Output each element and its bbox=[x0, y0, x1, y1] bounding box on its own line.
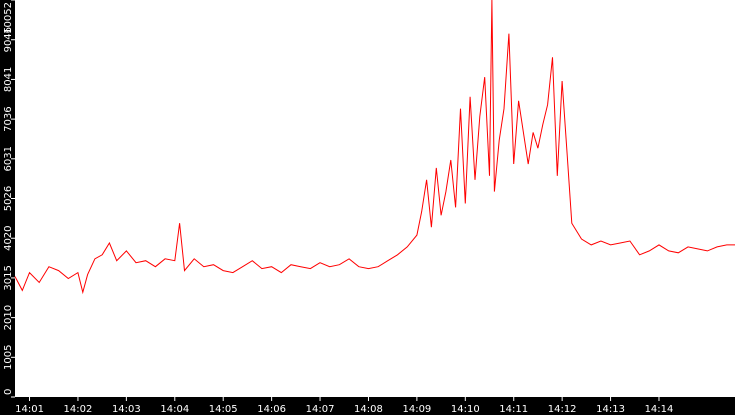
x-tick-label: 14:12 bbox=[548, 404, 577, 415]
x-tick-label: 14:13 bbox=[596, 404, 625, 415]
y-tick-label: 9046 bbox=[3, 27, 14, 52]
y-tick-label: 0 bbox=[3, 389, 14, 395]
x-tick-label: 14:05 bbox=[209, 404, 238, 415]
x-tick-label: 14:09 bbox=[402, 404, 431, 415]
y-tick-label: 2010 bbox=[3, 305, 14, 330]
x-tick-label: 14:02 bbox=[64, 404, 93, 415]
x-tick-label: 14:06 bbox=[257, 404, 286, 415]
y-tick-label: 8041 bbox=[3, 67, 14, 92]
x-axis-ticks: 14:01 14:02 14:03 14:04 14:05 14:06 14:07 14:08… bbox=[15, 397, 673, 415]
x-tick-label: 14:14 bbox=[645, 404, 674, 415]
x-tick-label: 14:03 bbox=[112, 404, 141, 415]
y-tick-label: 7036 bbox=[3, 106, 14, 131]
y-axis-ticks: 0 1005 2010 3015 4020 5026 6031 7036 8041 9046100… bbox=[3, 0, 15, 398]
y-tick-label: 6031 bbox=[3, 146, 14, 171]
y-tick-label: 5026 bbox=[3, 186, 14, 211]
x-axis-band bbox=[0, 397, 735, 415]
x-tick-label: 14:11 bbox=[499, 404, 528, 415]
y-tick-label: 10052 bbox=[3, 2, 14, 34]
x-tick-label: 14:04 bbox=[160, 404, 189, 415]
series-layer bbox=[14, 0, 735, 295]
y-tick-label: 3015 bbox=[3, 265, 14, 290]
x-tick-label: 14:10 bbox=[451, 404, 480, 415]
x-tick-label: 14:07 bbox=[306, 404, 335, 415]
y-axis-band bbox=[0, 0, 15, 397]
y-tick-label: 4020 bbox=[3, 225, 14, 250]
x-tick-label: 14:08 bbox=[354, 404, 383, 415]
series-line-0 bbox=[14, 0, 735, 295]
x-tick-label: 14:01 bbox=[15, 404, 44, 415]
y-tick-label: 1005 bbox=[3, 345, 14, 370]
